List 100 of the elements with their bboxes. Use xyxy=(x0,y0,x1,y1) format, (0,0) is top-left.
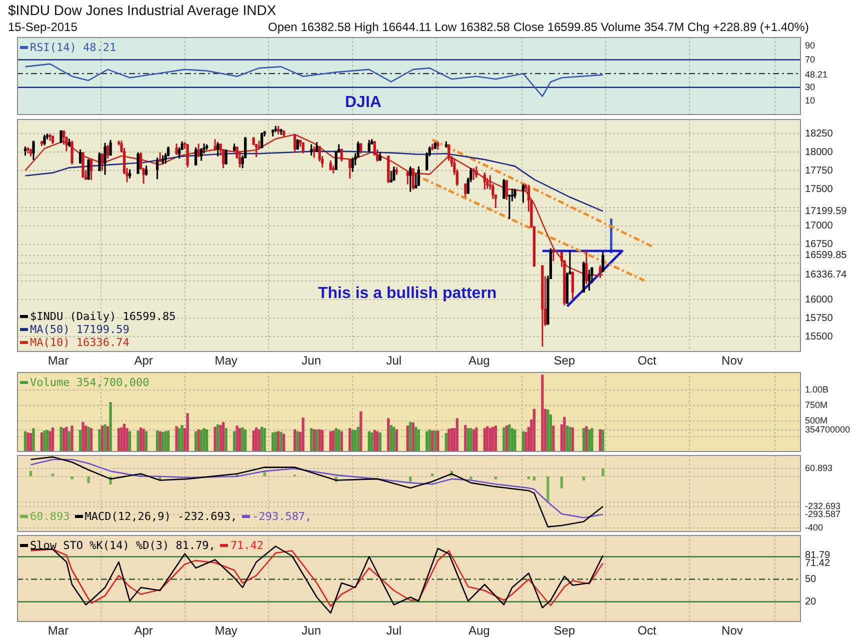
bar xyxy=(70,426,74,452)
x-tick-label: Oct xyxy=(638,624,657,638)
bar xyxy=(376,431,379,452)
bar xyxy=(310,428,313,452)
bar xyxy=(332,430,335,452)
bar xyxy=(532,476,536,481)
bar xyxy=(368,431,370,452)
bar xyxy=(456,418,458,452)
y-tick-label: 17500 xyxy=(805,184,834,195)
legend-label: Slow STO %K(14) %D(3) 81.79, xyxy=(30,539,216,552)
bar xyxy=(252,430,255,452)
y-tick-label: -293.587 xyxy=(805,508,841,519)
bar xyxy=(602,468,604,476)
bar xyxy=(502,427,506,452)
bar xyxy=(26,432,30,452)
bar xyxy=(254,427,258,452)
legend-label: MA(10) 16336.74 xyxy=(30,336,130,349)
bar xyxy=(197,429,200,452)
bar xyxy=(32,428,35,452)
bar xyxy=(90,428,93,452)
bar xyxy=(296,431,299,452)
y-tick-label: 17199.59 xyxy=(805,206,848,217)
bar xyxy=(100,426,104,452)
bar xyxy=(464,425,467,452)
bar xyxy=(354,430,357,452)
bar xyxy=(356,426,360,452)
legend-label: 71.42 xyxy=(230,539,264,552)
bar xyxy=(216,424,220,452)
x-tick-label: Mar xyxy=(48,354,69,368)
bar xyxy=(321,430,324,452)
bar xyxy=(263,428,266,452)
bar xyxy=(122,424,126,452)
bar xyxy=(43,430,46,452)
bar xyxy=(475,427,478,452)
y-tick-label: 500M xyxy=(805,415,828,426)
legend-label: $INDU (Daily) 16599.85 xyxy=(30,310,176,323)
bar xyxy=(222,422,225,452)
bar xyxy=(60,426,62,452)
legend-label: MACD(12,26,9) -232.693, xyxy=(84,510,238,523)
bar xyxy=(390,425,392,452)
x-tick-label: Mar xyxy=(48,624,69,638)
bar xyxy=(98,429,101,452)
y-tick-label: 30 xyxy=(805,82,816,92)
bar xyxy=(128,431,132,452)
bar xyxy=(109,402,112,452)
bar xyxy=(436,430,440,452)
bar xyxy=(510,428,514,452)
bar xyxy=(392,426,396,452)
bar xyxy=(373,430,376,452)
bar xyxy=(563,416,566,452)
bar xyxy=(51,427,54,452)
bar xyxy=(260,426,264,452)
bar xyxy=(156,430,159,452)
bar xyxy=(409,422,412,452)
y-tick-label: 1.00B xyxy=(805,384,829,394)
y-tick-label: 18250 xyxy=(805,128,834,140)
bar xyxy=(560,476,564,488)
x-tick-label: Nov xyxy=(722,354,743,368)
bar xyxy=(82,422,84,452)
bar xyxy=(532,408,536,452)
bar xyxy=(466,428,470,452)
bar xyxy=(202,428,206,452)
bar xyxy=(426,431,428,452)
y-tick-label: 20 xyxy=(805,596,817,608)
y-tick-label: 71.42 xyxy=(805,558,830,569)
y-tick-label: -232.693 xyxy=(805,500,841,511)
bar xyxy=(186,413,189,452)
y-tick-label: 18000 xyxy=(805,146,834,158)
bar xyxy=(175,426,178,452)
bar xyxy=(24,431,27,452)
bar xyxy=(406,426,409,452)
bar xyxy=(117,428,120,452)
bar xyxy=(263,472,266,476)
x-tick-label: Oct xyxy=(638,354,657,368)
bar xyxy=(29,433,32,452)
bar xyxy=(486,426,489,452)
x-tick-label: Jun xyxy=(302,624,322,638)
bar xyxy=(166,430,170,452)
text: Open 16382.58 High 16644.11 Low 16382.58 Close 16599.85 Volume 354.7M Chg +228.89 (+1.40%) xyxy=(268,20,809,34)
bar xyxy=(334,428,338,452)
bar xyxy=(348,428,352,452)
y-tick-label: 17000 xyxy=(805,220,834,232)
bar xyxy=(546,410,550,452)
bar xyxy=(508,424,511,452)
bar xyxy=(241,427,244,452)
bar xyxy=(541,374,544,452)
bar xyxy=(232,431,236,452)
bar xyxy=(139,427,142,452)
bar xyxy=(351,430,354,452)
y-tick-label: 16599.85 xyxy=(805,250,848,262)
x-tick-label: Aug xyxy=(468,354,490,368)
bar xyxy=(62,428,66,452)
bar xyxy=(104,424,106,452)
bar xyxy=(106,426,110,452)
legend-label: -293.587, xyxy=(252,510,312,523)
bar xyxy=(136,430,140,452)
bar xyxy=(126,428,128,452)
bar xyxy=(180,425,184,452)
x-tick-label: May xyxy=(214,354,238,368)
bar xyxy=(158,431,162,452)
